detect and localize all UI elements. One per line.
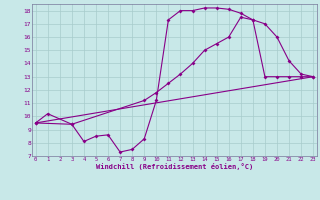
X-axis label: Windchill (Refroidissement éolien,°C): Windchill (Refroidissement éolien,°C) xyxy=(96,164,253,170)
